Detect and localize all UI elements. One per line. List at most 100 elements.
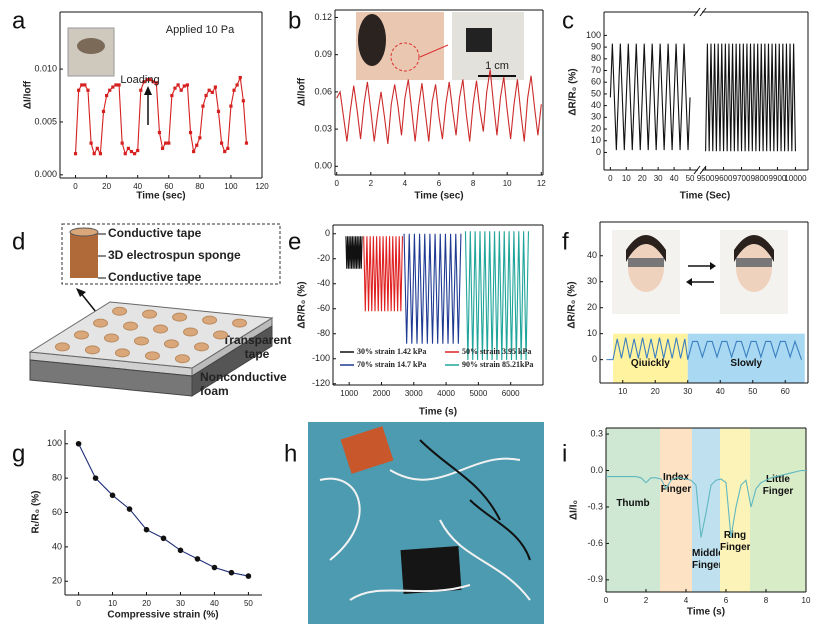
marker: [220, 141, 224, 145]
y-tick-label: 0.010: [34, 63, 57, 73]
diagram-label: Conductive tape: [108, 226, 202, 240]
marker: [77, 88, 81, 92]
x-tick-label: 60: [781, 387, 790, 396]
x-tick-label: 10: [618, 387, 627, 396]
x-tick-label: 0: [608, 174, 613, 183]
break-mark: [693, 7, 701, 17]
break-mark: [699, 7, 707, 17]
marker: [241, 99, 245, 103]
marker: [143, 526, 150, 533]
x-axis-label: Time (s): [687, 607, 725, 618]
y-tick-label: 40: [587, 250, 597, 260]
marker: [117, 83, 121, 87]
series-line: [363, 236, 404, 312]
arrow: [76, 288, 86, 297]
y-tick-label: 40: [52, 541, 62, 551]
y-tick-label: 0.03: [314, 123, 332, 133]
x-tick-label: 9600: [715, 174, 733, 183]
marker: [123, 152, 127, 156]
y-tick-label: 20: [52, 576, 62, 586]
marker: [213, 85, 217, 89]
marker: [73, 152, 78, 156]
sponge-dot: [193, 342, 209, 352]
inset-photo: [358, 14, 386, 66]
marker: [211, 564, 218, 571]
y-tick-label: 80: [591, 53, 601, 63]
marker: [157, 130, 162, 135]
x-axis-label: Compressive strain (%): [107, 610, 218, 621]
band-label-text: Index Finger: [660, 472, 692, 495]
legend-label: 50% strain 3.95 kPa: [462, 347, 531, 356]
x-tick-label: 20: [651, 387, 660, 396]
marker: [226, 146, 230, 150]
band-label-text: Thumb: [616, 498, 650, 509]
photo: [628, 244, 664, 292]
arrow: [419, 44, 449, 58]
marker: [101, 109, 106, 113]
x-tick-label: 10000: [784, 174, 807, 183]
x-tick-label: 0: [76, 599, 81, 608]
sponge-dot: [123, 321, 139, 331]
annotation: 1 cm: [485, 60, 509, 72]
x-tick-label: 100: [224, 182, 238, 191]
y-tick-label: 0: [325, 228, 330, 238]
x-axis-label: Time (sec): [136, 191, 185, 202]
series-line: [606, 469, 806, 538]
y-tick-label: 60: [52, 507, 62, 517]
x-tick-label: 9700: [733, 174, 751, 183]
y-tick-label: 50: [591, 88, 601, 98]
marker: [126, 506, 133, 512]
x-tick-label: 6: [724, 596, 729, 605]
marker: [185, 83, 190, 87]
marker: [75, 440, 82, 447]
y-tick-label: 0.09: [314, 49, 332, 59]
y-tick-label: 30: [587, 276, 597, 286]
x-tick-label: 5000: [469, 389, 487, 398]
series-line: [609, 43, 691, 151]
marker: [201, 104, 205, 108]
x-tick-label: 40: [670, 174, 679, 183]
panel-letter: d: [12, 228, 25, 255]
annotation: Applied 10 Pa: [166, 24, 235, 36]
legend-label: 70% strain 14.7 kPa: [357, 360, 426, 369]
marker: [223, 149, 227, 154]
x-tick-label: 30: [176, 599, 185, 608]
sponge-dot: [202, 315, 218, 325]
marker: [198, 136, 202, 140]
wire: [419, 439, 531, 561]
marker: [182, 84, 186, 88]
y-axis-label: ΔR/R₀ (%): [568, 68, 579, 115]
marker: [194, 556, 201, 562]
y-axis-label: ΔI/Ioff: [23, 80, 34, 109]
annotation: Loading: [120, 74, 159, 86]
x-tick-label: 30: [654, 174, 663, 183]
series-line: [345, 236, 363, 269]
marker: [132, 152, 137, 156]
marker: [167, 141, 171, 145]
break-mark: [699, 165, 707, 175]
x-axis-label: Time (sec): [414, 191, 463, 202]
marker: [136, 148, 140, 153]
marker: [192, 149, 196, 154]
y-tick-label: 0.3: [590, 428, 603, 438]
x-tick-label: 10: [108, 599, 117, 608]
marker: [126, 146, 130, 150]
marker: [228, 569, 235, 576]
panel-letter: c: [562, 7, 574, 34]
y-tick-label: 20: [587, 302, 597, 312]
marker: [80, 83, 84, 87]
x-tick-label: 9900: [769, 174, 787, 183]
x-tick-label: 3000: [405, 389, 423, 398]
sponge-dot: [84, 345, 100, 355]
photo: [736, 244, 772, 292]
y-axis-label: ΔR/R₀ (%): [297, 281, 308, 328]
sponge: [69, 227, 99, 237]
marker: [204, 93, 208, 98]
x-tick-label: 4: [403, 179, 408, 188]
sponge: [70, 232, 98, 278]
sponge-dot: [144, 351, 160, 361]
diagram-label: Conductive tape: [108, 270, 202, 284]
photo: [736, 258, 772, 267]
y-axis-label: ΔI/I₀: [569, 500, 580, 520]
sponge-dot: [213, 330, 229, 340]
